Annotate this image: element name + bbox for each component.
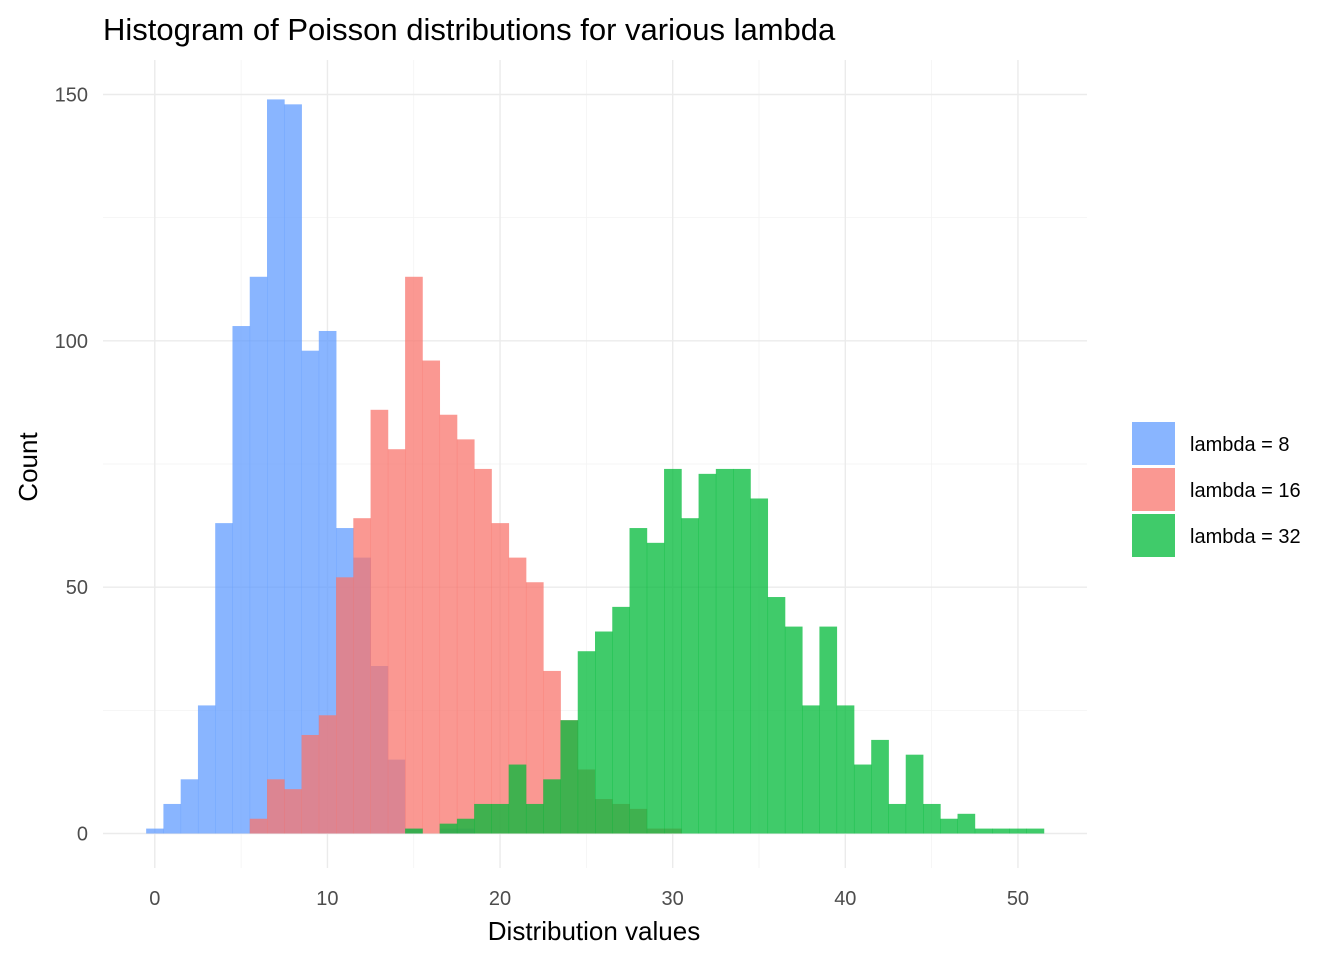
histogram-bar [146, 828, 164, 834]
histogram-bar [612, 606, 630, 834]
histogram-bar [353, 518, 371, 834]
histogram-bar [698, 473, 717, 834]
y-axis-title: Count [13, 432, 43, 502]
histogram-bar [474, 803, 492, 834]
histogram-bar [888, 803, 907, 834]
legend-label: lambda = 8 [1190, 434, 1290, 456]
series-2-bars [249, 276, 682, 834]
histogram-bar [439, 823, 458, 834]
histogram-bar [474, 468, 492, 834]
histogram-bar [318, 715, 337, 834]
x-tick-label: 20 [489, 888, 511, 910]
histogram-bar [456, 818, 475, 834]
histogram-bar [422, 360, 441, 834]
chart-title: Histogram of Poisson distributions for v… [103, 12, 836, 47]
histogram-bar [992, 828, 1010, 834]
x-tick-label: 30 [662, 888, 684, 910]
histogram-bar [456, 439, 475, 834]
histogram-bar [439, 414, 458, 834]
legend-key [1132, 422, 1175, 465]
legend: lambda = 8 lambda = 16 lambda = 32 [1132, 422, 1301, 557]
histogram-bar [370, 409, 389, 834]
histogram-bar [940, 818, 958, 834]
histogram-bar [301, 734, 320, 834]
y-tick-label: 0 [77, 824, 88, 846]
histogram-bar [664, 468, 682, 834]
histogram-bar [249, 818, 268, 834]
histogram-bar [318, 330, 337, 834]
histogram-bar [491, 803, 510, 834]
histogram-bar [923, 803, 941, 834]
histogram-bar [802, 705, 820, 834]
histogram-bar [387, 449, 406, 834]
x-tick-label: 40 [834, 888, 856, 910]
histogram-bar [525, 803, 544, 834]
histogram-bar [819, 626, 838, 834]
histogram-bar [784, 626, 803, 834]
x-tick-label: 0 [149, 888, 160, 910]
histogram-bar [957, 813, 976, 834]
axis-tick-labels: 0 10 20 30 40 50 0 50 100 150 [55, 84, 1029, 910]
histogram-bar [836, 705, 855, 834]
histogram-bar [974, 828, 993, 834]
legend-key [1132, 514, 1175, 557]
y-tick-label: 50 [66, 577, 88, 599]
series-3-bars [405, 468, 1045, 834]
histogram-bar [301, 350, 320, 834]
histogram-bar [405, 276, 423, 834]
histogram-bar [871, 739, 889, 834]
legend-label: lambda = 32 [1190, 526, 1301, 548]
histogram-bar [525, 582, 544, 834]
histogram-bar [1026, 828, 1045, 834]
histogram-bars [146, 99, 1045, 834]
y-tick-label: 150 [55, 84, 88, 106]
histogram-bar [577, 651, 596, 834]
histogram-bar [595, 631, 613, 834]
histogram-bar [767, 597, 786, 834]
histogram-bar [629, 528, 648, 834]
y-tick-label: 100 [55, 331, 88, 353]
histogram-bar [267, 779, 285, 834]
histogram-bar [249, 276, 268, 834]
histogram-bar [405, 828, 423, 834]
histogram-bar [905, 754, 924, 834]
legend-label: lambda = 16 [1190, 480, 1301, 502]
x-tick-label: 10 [316, 888, 338, 910]
x-tick-label: 50 [1007, 888, 1029, 910]
histogram-bar [508, 764, 527, 834]
histogram-bar [750, 498, 769, 834]
histogram-bar [163, 803, 182, 834]
histogram-bar [733, 468, 751, 834]
histogram-bar [491, 523, 510, 834]
x-axis-title: Distribution values [488, 916, 700, 946]
histogram-bar [646, 542, 665, 834]
histogram-bar [853, 764, 872, 834]
histogram-bar [232, 326, 251, 834]
histogram-bar [1009, 828, 1027, 834]
histogram-bar [180, 779, 199, 834]
histogram-bar [197, 705, 216, 834]
histogram-bar [715, 468, 734, 834]
histogram-bar [560, 720, 579, 834]
histogram-bar [284, 104, 302, 834]
histogram-bar [284, 789, 302, 834]
histogram-bar [543, 779, 561, 834]
histogram-bar [215, 523, 233, 834]
histogram-bar [267, 99, 285, 834]
histogram-bar [336, 577, 354, 834]
legend-key [1132, 468, 1175, 511]
histogram-bar [681, 518, 699, 834]
